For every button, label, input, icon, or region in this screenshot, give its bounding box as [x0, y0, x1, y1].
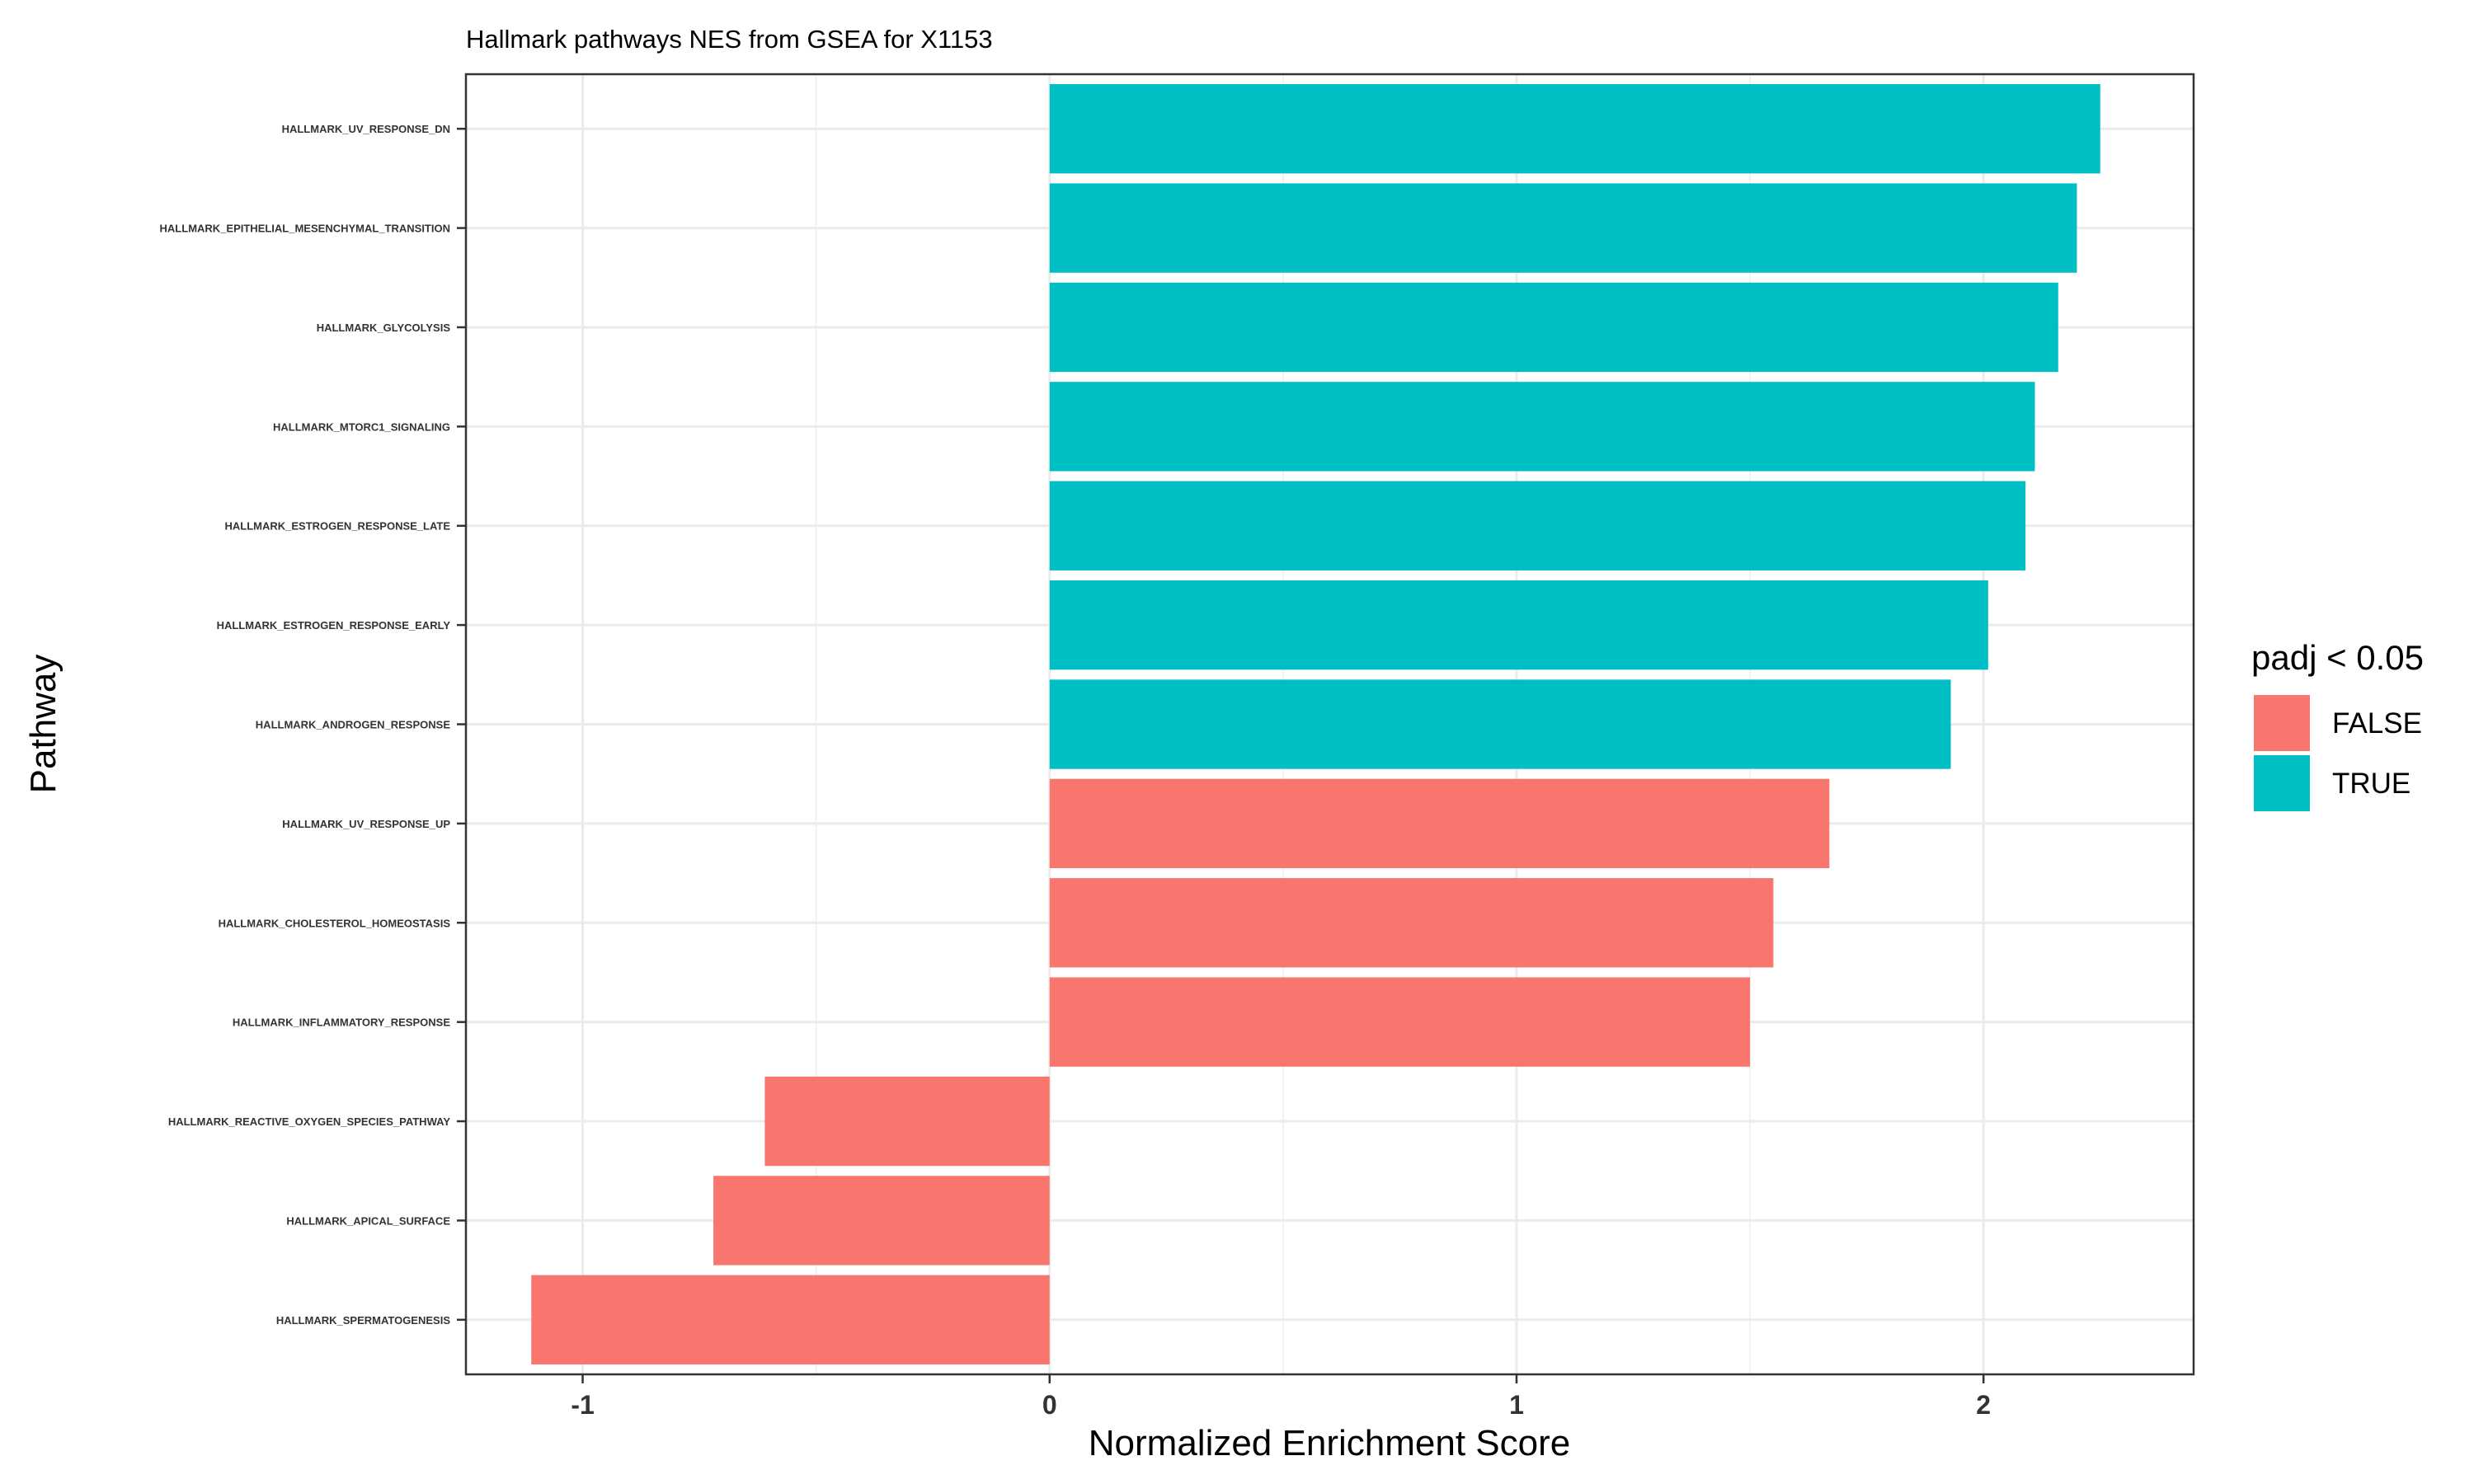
y-tick-label: HALLMARK_MTORC1_SIGNALING [273, 420, 450, 433]
y-tick-label: HALLMARK_EPITHELIAL_MESENCHYMAL_TRANSITI… [160, 223, 450, 235]
x-tick-label: 1 [1509, 1390, 1524, 1420]
bar [1049, 183, 2077, 273]
y-tick-label: HALLMARK_REACTIVE_OXYGEN_SPECIES_PATHWAY [168, 1115, 450, 1128]
y-tick-label: HALLMARK_SPERMATOGENESIS [276, 1314, 450, 1327]
x-tick-label: 0 [1042, 1390, 1057, 1420]
y-tick-label: HALLMARK_INFLAMMATORY_RESPONSE [233, 1017, 450, 1029]
y-tick-label: HALLMARK_ESTROGEN_RESPONSE_LATE [224, 520, 450, 533]
bar [1049, 382, 2035, 472]
legend-entries: FALSE TRUE [2254, 695, 2422, 811]
bar [1049, 84, 2100, 174]
bar [764, 1076, 1050, 1167]
bar [1049, 282, 2058, 373]
y-tick-label: HALLMARK_ESTROGEN_RESPONSE_EARLY [217, 619, 451, 632]
bar [1049, 580, 1988, 670]
legend-swatch [2254, 755, 2310, 811]
bar [1049, 977, 1751, 1067]
bar [713, 1176, 1050, 1266]
bar [1049, 778, 1830, 869]
x-axis-title: Normalized Enrichment Score [1089, 1423, 1570, 1463]
legend-swatch [2254, 695, 2310, 751]
chart-title: Hallmark pathways NES from GSEA for X115… [466, 25, 993, 54]
legend-label: FALSE [2332, 707, 2422, 740]
bar [1049, 481, 2026, 571]
x-axis: -1 0 1 2 [571, 1374, 1991, 1420]
bar [1049, 679, 1951, 769]
y-tick-label: HALLMARK_APICAL_SURFACE [286, 1214, 450, 1227]
bar [531, 1275, 1050, 1364]
legend-title: padj < 0.05 [2251, 638, 2424, 677]
x-tick-label: -1 [571, 1390, 594, 1420]
y-tick-label: HALLMARK_UV_RESPONSE_DN [282, 123, 450, 135]
x-tick-label: 2 [1976, 1390, 1991, 1420]
legend: padj < 0.05 FALSE TRUE [2251, 638, 2424, 811]
y-axis: HALLMARK_UV_RESPONSE_DN HALLMARK_EPITHELI… [160, 123, 466, 1327]
bars [531, 84, 2100, 1364]
y-axis-title: Pathway [23, 655, 63, 794]
legend-label: TRUE [2332, 768, 2411, 800]
y-tick-label: HALLMARK_CHOLESTEROL_HOMEOSTASIS [219, 917, 451, 929]
bar [1049, 878, 1774, 968]
y-tick-label: HALLMARK_ANDROGEN_RESPONSE [256, 719, 451, 731]
y-tick-label: HALLMARK_GLYCOLYSIS [317, 322, 451, 334]
y-tick-label: HALLMARK_UV_RESPONSE_UP [282, 818, 450, 830]
